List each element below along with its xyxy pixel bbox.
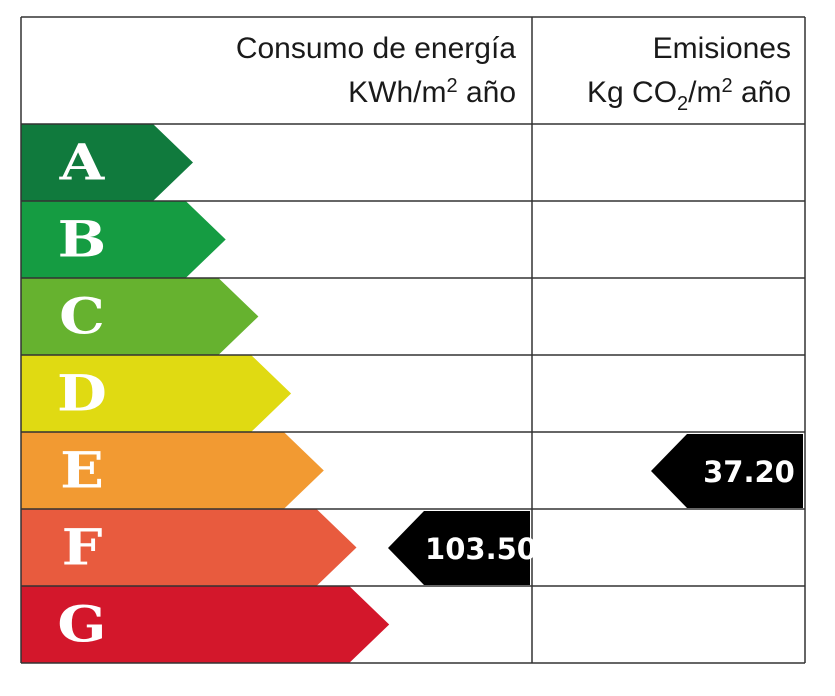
rating-letter: A xyxy=(59,132,106,191)
emissions-unit-mid: /m xyxy=(688,76,722,109)
energy-unit: KWh/m2 año xyxy=(150,75,516,109)
energy-consumption-marker-value: 103.50 xyxy=(425,532,537,566)
emissions-marker-value: 37.20 xyxy=(703,455,795,489)
energy-unit-base: KWh/m xyxy=(348,76,447,109)
energy-unit-tail: año xyxy=(457,76,516,109)
rating-bar-g xyxy=(21,586,390,663)
rating-letter: B xyxy=(58,209,107,268)
energy-consumption-marker xyxy=(388,511,530,585)
rating-letter: F xyxy=(62,517,103,576)
rating-letter: C xyxy=(59,286,105,345)
rating-letter: E xyxy=(60,440,104,499)
emissions-marker xyxy=(651,434,803,508)
energy-unit-sup: 2 xyxy=(446,75,458,97)
rating-bar-c xyxy=(21,278,259,355)
rating-letter: G xyxy=(57,594,106,653)
emissions-unit-base: Kg CO xyxy=(587,76,678,109)
emissions-header: Emisiones Kg CO2/m2 año xyxy=(540,32,791,115)
emissions-unit-sup: 2 xyxy=(721,75,733,97)
energy-header: Consumo de energía KWh/m2 año xyxy=(150,34,516,108)
rating-letter: D xyxy=(57,363,107,422)
rating-bar-e xyxy=(21,432,324,509)
rating-bar-f xyxy=(21,509,357,586)
rating-bar-b xyxy=(21,201,226,278)
emissions-unit-tail: año xyxy=(732,76,791,109)
energy-title: Consumo de energía xyxy=(235,32,516,65)
emissions-unit: Kg CO2/m2 año xyxy=(540,75,791,114)
rating-bar-d xyxy=(21,355,292,432)
emissions-unit-sub: 2 xyxy=(677,93,689,115)
rating-bar-a xyxy=(21,124,193,201)
emissions-title: Emisiones xyxy=(652,32,791,65)
